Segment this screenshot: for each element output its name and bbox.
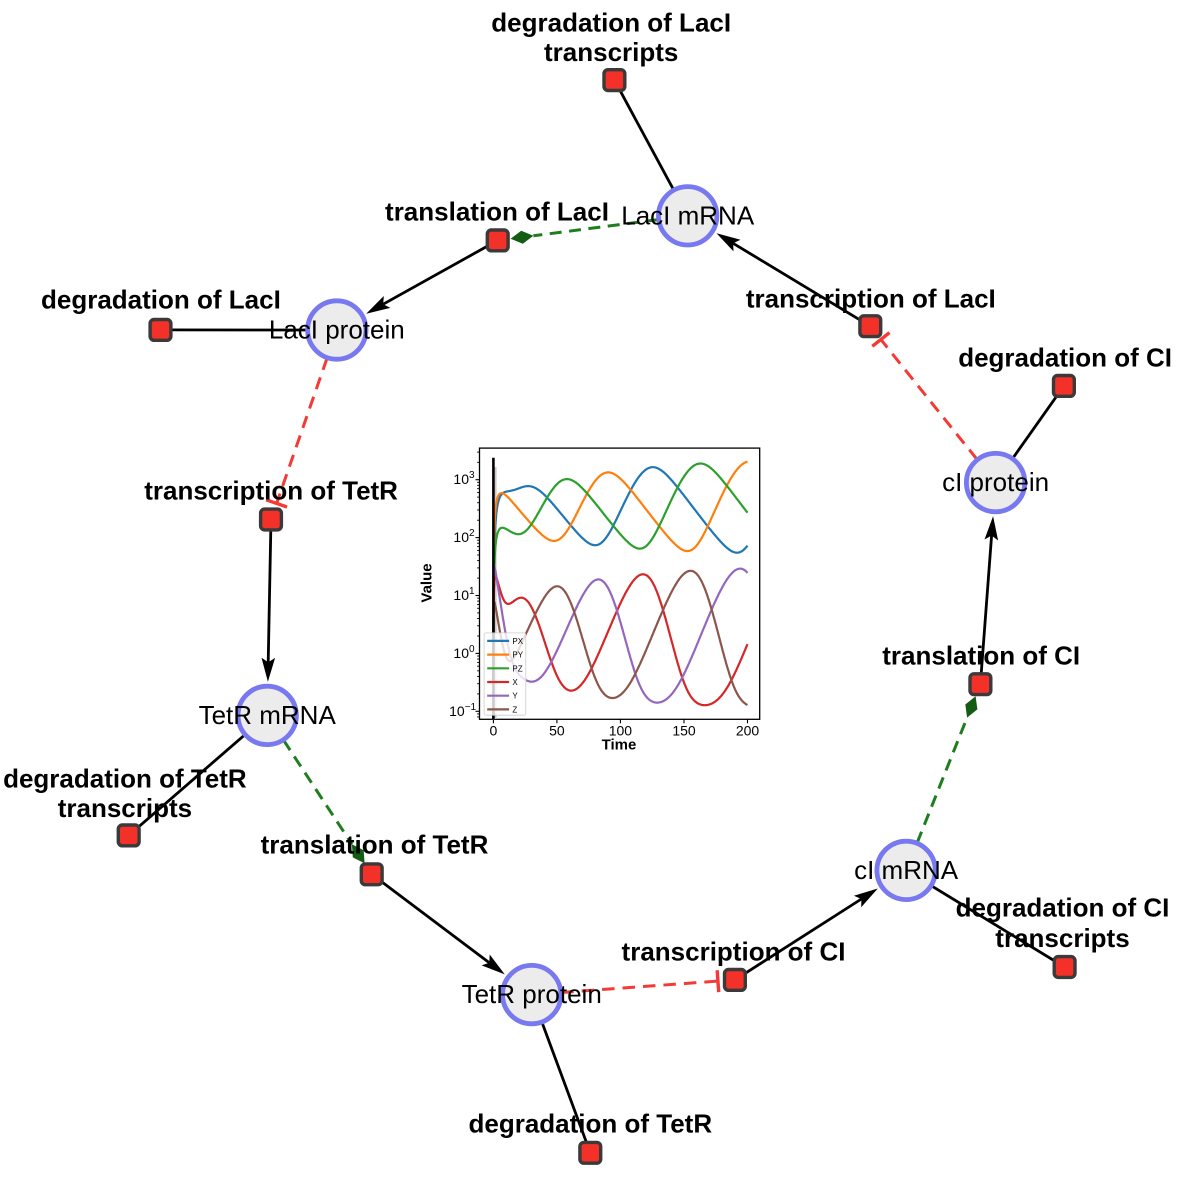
- svg-text:transcripts: transcripts: [58, 793, 192, 823]
- svg-text:Y: Y: [512, 692, 518, 701]
- svg-text:transcripts: transcripts: [995, 923, 1129, 953]
- svg-text:transcripts: transcripts: [544, 37, 678, 67]
- svg-text:TetR protein: TetR protein: [462, 979, 602, 1009]
- svg-text:10: 10: [453, 529, 469, 545]
- svg-text:cI protein: cI protein: [942, 467, 1049, 497]
- svg-text:X: X: [512, 678, 518, 687]
- svg-text:200: 200: [736, 723, 760, 739]
- svg-text:degradation of CI: degradation of CI: [956, 893, 1170, 923]
- svg-text:degradation of TetR: degradation of TetR: [3, 764, 247, 794]
- svg-text:Value: Value: [419, 563, 436, 602]
- svg-text:PY: PY: [512, 651, 523, 660]
- svg-text:LacI protein: LacI protein: [269, 315, 405, 345]
- svg-text:translation of CI: translation of CI: [882, 640, 1080, 670]
- svg-text:10: 10: [449, 703, 465, 719]
- svg-text:0: 0: [490, 723, 498, 739]
- svg-text:translation of TetR: translation of TetR: [261, 830, 489, 860]
- svg-text:degradation of TetR: degradation of TetR: [468, 1108, 712, 1138]
- svg-text:TetR mRNA: TetR mRNA: [199, 700, 337, 730]
- svg-text:Z: Z: [512, 705, 517, 714]
- svg-text:−1: −1: [465, 702, 477, 713]
- svg-text:1: 1: [469, 586, 475, 597]
- svg-text:0: 0: [469, 644, 475, 655]
- svg-text:10: 10: [453, 471, 469, 487]
- svg-text:PX: PX: [512, 637, 523, 646]
- svg-text:50: 50: [549, 723, 565, 739]
- svg-text:10: 10: [453, 587, 469, 603]
- svg-text:10: 10: [453, 645, 469, 661]
- svg-text:cI mRNA: cI mRNA: [854, 855, 959, 885]
- svg-text:PZ: PZ: [512, 664, 522, 673]
- svg-text:transcription of LacI: transcription of LacI: [746, 284, 996, 314]
- svg-text:degradation of LacI: degradation of LacI: [41, 285, 281, 315]
- svg-text:2: 2: [469, 528, 475, 539]
- svg-text:transcription of CI: transcription of CI: [622, 936, 846, 966]
- svg-text:150: 150: [672, 723, 696, 739]
- svg-text:Time: Time: [602, 737, 637, 754]
- svg-text:100: 100: [609, 723, 633, 739]
- svg-text:degradation of CI: degradation of CI: [958, 342, 1172, 372]
- svg-text:3: 3: [469, 470, 475, 481]
- svg-text:LacI mRNA: LacI mRNA: [621, 200, 755, 230]
- svg-text:transcription of TetR: transcription of TetR: [144, 475, 398, 505]
- svg-text:translation of LacI: translation of LacI: [385, 196, 609, 226]
- svg-text:degradation of LacI: degradation of LacI: [491, 8, 731, 38]
